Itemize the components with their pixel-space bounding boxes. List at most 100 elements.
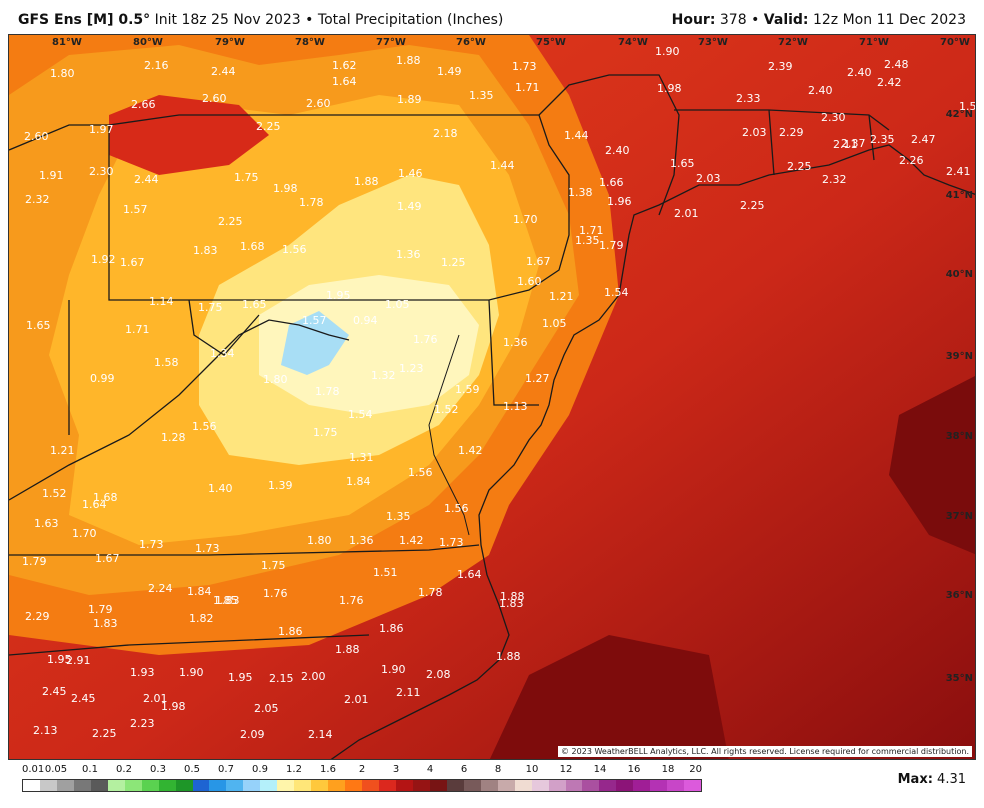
chesapeake-bay xyxy=(428,334,470,536)
precip-value-label: 1.83 xyxy=(499,597,524,610)
legend-color-swatch xyxy=(158,780,176,791)
precip-value-label: 2.42 xyxy=(877,76,902,89)
precip-value-label: 1.83 xyxy=(93,617,118,630)
precip-value-label: 2.15 xyxy=(269,672,294,685)
legend-color-swatch xyxy=(73,780,91,791)
precip-value-label: 1.78 xyxy=(315,385,340,398)
precip-value-label: 2.60 xyxy=(24,130,49,143)
precipitation-map[interactable]: 81°W 80°W 79°W 78°W 77°W 76°W 75°W 74°W 73°W 72°W… xyxy=(8,34,976,760)
precip-value-label: 1.71 xyxy=(515,81,540,94)
precip-value-label: 1.91 xyxy=(39,169,64,182)
precip-value-label: 2.25 xyxy=(787,160,812,173)
precip-value-label: 1.84 xyxy=(346,475,371,488)
valid-time-header: Hour: 378 • Valid: 12z Mon 11 Dec 2023 xyxy=(671,12,966,28)
product-name: Total Precipitation (Inches) xyxy=(317,12,504,28)
legend-color-swatch xyxy=(514,780,532,791)
precip-value-label: 1.05 xyxy=(385,298,410,311)
precip-value-label: 2.40 xyxy=(808,84,833,97)
legend-tick-label: 0.7 xyxy=(218,764,234,775)
precip-value-label: 1.36 xyxy=(349,534,374,547)
precip-value-label: 2.01 xyxy=(143,692,168,705)
legend-tick-label: 3 xyxy=(392,764,400,775)
precip-value-label: 1.54 xyxy=(604,286,629,299)
precip-value-label: 2.16 xyxy=(144,59,169,72)
precip-value-label: 1.96 xyxy=(607,195,632,208)
longitude-label: 70°W xyxy=(940,37,970,48)
legend-color-swatch xyxy=(412,780,430,791)
longitude-label: 72°W xyxy=(778,37,808,48)
precip-value-label: 1.75 xyxy=(313,426,338,439)
legend-tick-label: 1.6 xyxy=(320,764,336,775)
legend-tick-label: 0.3 xyxy=(150,764,166,775)
precip-value-label: 1.95 xyxy=(326,289,351,302)
new-england-borders xyxy=(674,109,890,176)
latitude-label: 40°N xyxy=(946,269,973,280)
max-value: 4.31 xyxy=(937,772,966,787)
precip-value-label: 1.98 xyxy=(161,700,186,713)
precip-value-label: 1.98 xyxy=(657,82,682,95)
north-carolina-border xyxy=(9,634,370,656)
precip-value-label: 1.23 xyxy=(399,362,424,375)
precip-value-label: 1.73 xyxy=(139,538,164,551)
precip-value-label: 2.11 xyxy=(833,138,858,151)
legend-tick-label: 0.1 xyxy=(82,764,98,775)
precip-value-label: 1.67 xyxy=(120,256,145,269)
legend-color-swatch xyxy=(548,780,566,791)
legend-color-swatch xyxy=(684,780,702,791)
precip-value-label: 1.79 xyxy=(22,555,47,568)
legend-color-swatch xyxy=(243,780,261,791)
precip-value-label: 1.86 xyxy=(379,622,404,635)
legend-tick-label: 0.01 xyxy=(22,764,45,775)
latitude-label: 35°N xyxy=(946,673,973,684)
legend-color-swatch xyxy=(531,780,549,791)
precip-value-label: 1.52 xyxy=(42,487,67,500)
precip-value-label: 1.73 xyxy=(512,60,537,73)
precip-value-label: 1.25 xyxy=(441,256,466,269)
precip-value-label: 1.97 xyxy=(89,123,114,136)
precip-value-label: 0.99 xyxy=(90,372,115,385)
precip-value-label: 2.39 xyxy=(768,60,793,73)
forecast-hour: 378 xyxy=(719,12,747,28)
precip-value-label: 2.23 xyxy=(130,717,155,730)
precip-value-label: 1.93 xyxy=(130,666,155,679)
precip-value-label: 2.32 xyxy=(25,193,50,206)
longitude-label: 79°W xyxy=(215,37,245,48)
legend-tick-label: 6 xyxy=(460,764,468,775)
precip-value-label: 1.49 xyxy=(437,65,462,78)
precip-value-label: 1.78 xyxy=(299,196,324,209)
legend-tick-label: 16 xyxy=(627,764,641,775)
valid-date: 12z Mon 11 Dec 2023 xyxy=(812,12,966,28)
latitude-label: 37°N xyxy=(946,511,973,522)
legend-tick-labels: 0.01 0.05 0.1 0.2 0.3 0.5 0.7 0.9 1.2 1.6 2 3 4 6 8 10 1… xyxy=(22,764,702,778)
longitude-label: 81°W xyxy=(52,37,82,48)
legend-color-swatch xyxy=(429,780,447,791)
legend-tick-label: 0.05 xyxy=(44,764,68,775)
precip-value-label: 2.08 xyxy=(426,668,451,681)
legend-color-swatch xyxy=(650,780,668,791)
precip-value-label: 1.44 xyxy=(564,129,589,142)
precip-value-label: 1.89 xyxy=(397,93,422,106)
legend-color-swatch xyxy=(446,780,464,791)
legend-color-swatch xyxy=(328,780,346,791)
precip-value-label: 2.45 xyxy=(42,685,67,698)
precip-value-label: 1.88 xyxy=(396,54,421,67)
precip-value-label: 1.95 xyxy=(47,653,72,666)
precip-value-label: 2.24 xyxy=(148,582,173,595)
precip-value-label: 1.75 xyxy=(198,301,223,314)
precip-value-label: 2.05 xyxy=(254,702,279,715)
precip-value-label: 1.56 xyxy=(282,243,307,256)
precip-value-label: 1.66 xyxy=(599,176,624,189)
precip-value-label: 2.25 xyxy=(218,215,243,228)
light-blue-shading xyxy=(281,311,349,375)
precip-value-label: 1.49 xyxy=(397,200,422,213)
new-york-border xyxy=(9,74,680,216)
legend-color-swatch xyxy=(260,780,278,791)
precip-value-label: 2.66 xyxy=(131,98,156,111)
legend-color-swatch xyxy=(39,780,57,791)
precip-value-label: 1.67 xyxy=(526,255,551,268)
legend-color-swatch xyxy=(124,780,142,791)
precip-value-label: 1.83 xyxy=(193,244,218,257)
precip-value-label: 1.76 xyxy=(263,587,288,600)
precip-value-label: 1.64 xyxy=(82,498,107,511)
precip-value-label: 1.32 xyxy=(371,369,396,382)
